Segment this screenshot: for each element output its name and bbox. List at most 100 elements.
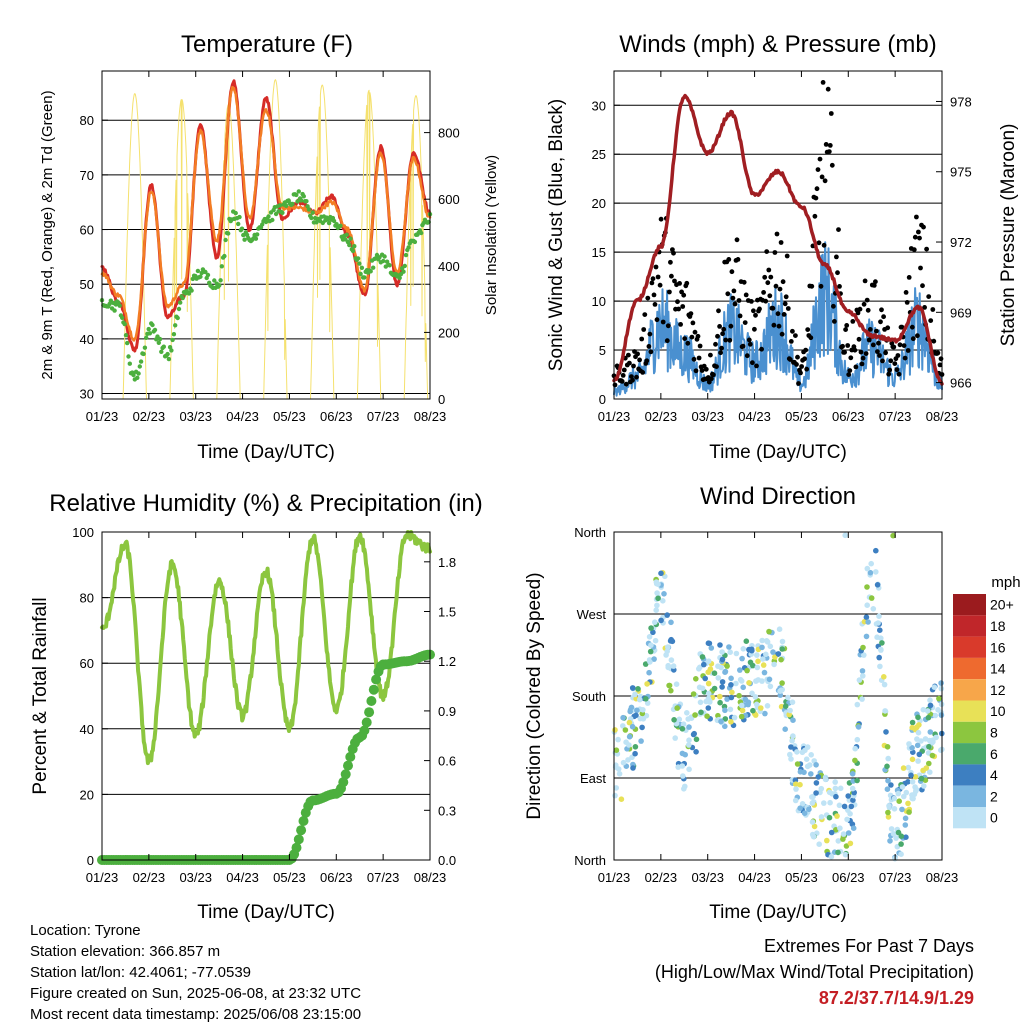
legend-label: 8 xyxy=(990,724,998,740)
x-tick-label: 03/23 xyxy=(179,870,212,885)
x-tick-label: 04/23 xyxy=(226,409,259,424)
dewpoint-point xyxy=(146,326,151,332)
y-tick-label: North xyxy=(574,853,606,868)
direction-point xyxy=(837,785,844,792)
dewpoint-point xyxy=(347,242,352,248)
direction-point xyxy=(885,777,891,784)
gust-point xyxy=(742,320,748,325)
direction-point xyxy=(789,737,795,744)
gust-point xyxy=(825,86,831,92)
direction-point xyxy=(863,633,870,640)
direction-point xyxy=(748,646,755,653)
direction-point xyxy=(816,841,822,847)
y-tick-label: 5 xyxy=(599,343,606,358)
dewpoint-point xyxy=(165,351,170,357)
direction-point xyxy=(776,626,783,632)
gust-point xyxy=(727,337,733,343)
dewpoint-point xyxy=(189,288,194,293)
gust-point xyxy=(837,284,842,289)
dewpoint-point xyxy=(226,231,231,236)
direction-point xyxy=(630,765,636,771)
extremes-box: Extremes For Past 7 Days (High/Low/Max W… xyxy=(655,933,974,1011)
direction-point xyxy=(755,658,761,665)
legend-swatch xyxy=(953,785,986,807)
direction-point xyxy=(702,675,708,682)
gust-point xyxy=(664,338,670,344)
dewpoint-point xyxy=(296,189,301,194)
direction-point xyxy=(672,735,678,741)
dewpoint-point xyxy=(397,275,402,281)
legend-swatch xyxy=(953,764,986,786)
gust-point xyxy=(855,310,861,316)
dewpoint-point xyxy=(270,217,275,223)
direction-point xyxy=(799,801,806,807)
gust-point xyxy=(759,346,764,352)
gust-point xyxy=(726,257,732,262)
direction-point xyxy=(705,705,712,711)
direction-point xyxy=(836,802,843,809)
direction-point xyxy=(926,760,932,767)
gust-point xyxy=(757,306,762,312)
direction-point xyxy=(770,649,776,655)
direction-point xyxy=(722,707,728,714)
gust-point xyxy=(899,324,905,330)
direction-point xyxy=(845,830,852,836)
gust-point xyxy=(840,343,845,349)
dewpoint-point xyxy=(355,256,361,261)
direction-point xyxy=(916,751,923,758)
dewpoint-point xyxy=(126,354,131,359)
gust-point xyxy=(876,340,881,346)
humidity-title: Relative Humidity (%) & Precipitation (i… xyxy=(49,490,482,517)
winds-ylabel-right: Station Pressure (Maroon) xyxy=(998,124,1019,347)
gust-point xyxy=(930,307,936,312)
dewpoint-point xyxy=(350,248,356,254)
extremes-values: 87.2/37.7/14.9/1.29 xyxy=(818,988,974,1008)
direction-point xyxy=(863,614,870,620)
gust-point xyxy=(635,351,640,357)
direction-point xyxy=(673,681,680,687)
direction-point xyxy=(647,659,653,665)
dewpoint-point xyxy=(371,265,376,270)
gust-point xyxy=(909,324,915,330)
direction-point xyxy=(879,640,885,646)
station-location: Location: Tyrone xyxy=(30,922,141,939)
gust-point xyxy=(795,354,800,360)
direction-point xyxy=(644,700,651,706)
direction-point xyxy=(845,793,851,799)
direction-point xyxy=(909,795,915,802)
direction-point xyxy=(660,598,666,604)
dewpoint-point xyxy=(419,230,424,236)
dewpoint-point xyxy=(173,323,178,328)
y2-tick-label: 975 xyxy=(950,165,972,180)
gust-point xyxy=(926,294,932,299)
direction-point xyxy=(885,814,892,820)
direction-ylabel-left: Direction (Colored By Speed) xyxy=(524,572,545,819)
gust-point xyxy=(749,299,754,304)
dewpoint-point xyxy=(137,364,142,369)
gust-point xyxy=(826,149,832,155)
dewpoint-point xyxy=(401,269,406,274)
direction-point xyxy=(620,714,626,721)
direction-point xyxy=(864,584,870,590)
temperature-xlabel: Time (Day/UTC) xyxy=(197,442,335,463)
gust-point xyxy=(751,308,756,314)
gust-point xyxy=(904,300,910,305)
direction-point xyxy=(905,764,912,771)
direction-point xyxy=(680,773,686,779)
gust-point xyxy=(623,381,629,387)
gust-point xyxy=(612,382,618,388)
dewpoint-point xyxy=(357,261,362,266)
dewpoint-point xyxy=(186,291,192,296)
dewpoint-point xyxy=(331,218,337,224)
direction-point xyxy=(938,680,944,686)
gust-point xyxy=(660,319,666,325)
gust-point xyxy=(736,298,742,303)
legend-label: 6 xyxy=(990,746,998,762)
direction-point xyxy=(666,682,672,689)
direction-point xyxy=(632,750,638,757)
x-tick-label: 02/23 xyxy=(645,870,678,885)
direction-point xyxy=(854,701,861,708)
direction-point xyxy=(686,737,692,743)
gust-point xyxy=(790,328,795,334)
precipitation-point xyxy=(359,725,370,736)
